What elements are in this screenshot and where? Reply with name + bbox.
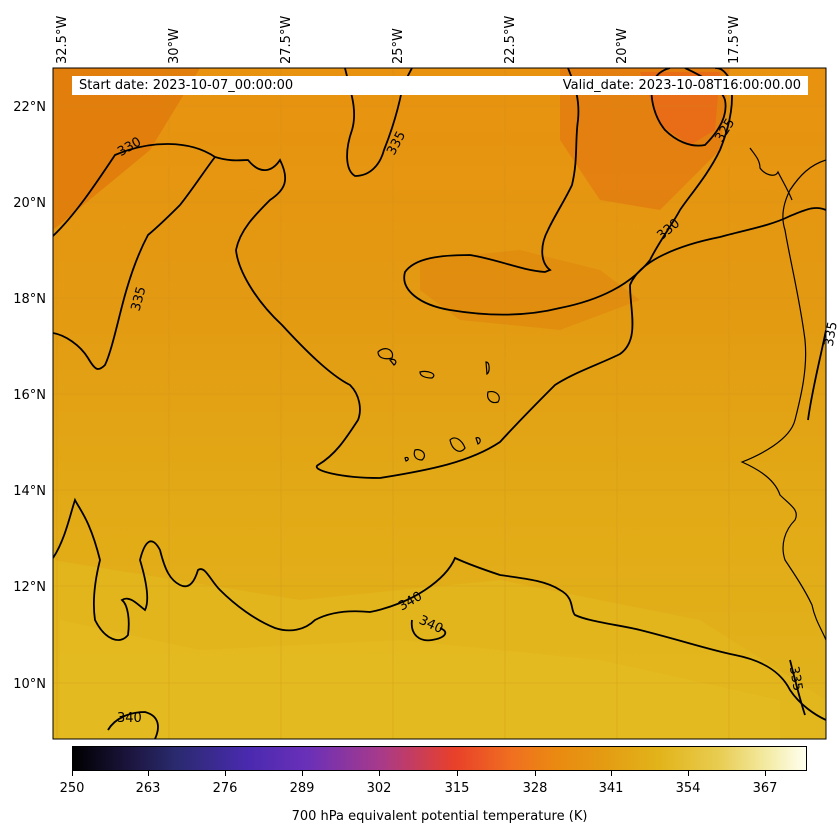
lon-label: 27.5°W <box>279 16 294 64</box>
colorbar-tick <box>457 771 458 776</box>
colorbar-tick <box>611 771 612 776</box>
colorbar-tick-label: 354 <box>675 781 701 796</box>
longitude-labels: 32.5°W 30°W 27.5°W 25°W 22.5°W 20°W 17.5… <box>55 16 742 64</box>
colorbar-tick <box>379 771 380 776</box>
contour-340-small <box>410 619 447 642</box>
lon-label: 30°W <box>167 28 182 64</box>
map-border <box>52 67 827 740</box>
contour-label: 335 <box>786 665 805 692</box>
contour-340-south <box>53 497 826 721</box>
colorbar-tick <box>688 771 689 776</box>
coast-mauritania-north <box>749 147 793 201</box>
start-date: Start date: 2023-10-07_00:00:00 <box>79 78 294 93</box>
contour-label: 335 <box>822 321 837 348</box>
lon-label: 32.5°W <box>55 16 70 64</box>
coast-west-africa <box>740 159 826 641</box>
colorbar-tick <box>148 771 149 776</box>
colorbar-tick <box>535 771 536 776</box>
lon-label: 22.5°W <box>503 16 518 64</box>
lon-label: 17.5°W <box>727 16 742 64</box>
colorbar-tick-label: 302 <box>366 781 392 796</box>
latitude-labels: 22°N 20°N 18°N 16°N 14°N 12°N 10°N <box>13 100 46 692</box>
colorbar-tick <box>72 771 73 776</box>
colorbar-title: 700 hPa equivalent potential temperature… <box>291 809 588 824</box>
coastline <box>377 147 826 641</box>
contour-335-west <box>53 156 216 370</box>
colorbar-tick-label: 328 <box>522 781 548 796</box>
contour-330-northwest <box>53 143 826 479</box>
colorbar-tick <box>302 771 303 776</box>
colorbar <box>72 746 807 771</box>
colorbar-tick-label: 341 <box>598 781 624 796</box>
colorbar-tick-label: 276 <box>212 781 238 796</box>
contour-lines <box>53 68 826 739</box>
contour-340-southwest <box>107 711 159 739</box>
contour-335-east <box>789 329 826 716</box>
lon-label: 25°W <box>391 28 406 64</box>
coast-cape-verde-islands <box>377 348 500 462</box>
colorbar-tick-label: 263 <box>135 781 161 796</box>
valid-date: Valid_date: 2023-10-08T16:00:00.00 <box>562 78 801 93</box>
lat-label: 16°N <box>13 388 46 403</box>
lat-label: 14°N <box>13 484 46 499</box>
lat-label: 22°N <box>13 100 46 115</box>
lat-label: 20°N <box>13 196 46 211</box>
lat-label: 18°N <box>13 292 46 307</box>
colorbar-tick-label: 315 <box>444 781 470 796</box>
lat-label: 12°N <box>13 580 46 595</box>
colorbar-tick <box>225 771 226 776</box>
colorbar-tick-label: 250 <box>59 781 85 796</box>
lat-label: 10°N <box>13 677 46 692</box>
contour-330-north <box>403 68 733 316</box>
contour-label: 335 <box>129 285 150 313</box>
colorbar-tick <box>765 771 766 776</box>
colorbar-tick-label: 289 <box>289 781 315 796</box>
map-plot-area <box>53 68 826 739</box>
contour-label: 340 <box>117 711 142 726</box>
colorbar-tick-label: 367 <box>752 781 778 796</box>
graticule <box>53 68 826 739</box>
lon-label: 20°W <box>615 28 630 64</box>
date-header: Start date: 2023-10-07_00:00:00 Valid_da… <box>72 76 808 95</box>
